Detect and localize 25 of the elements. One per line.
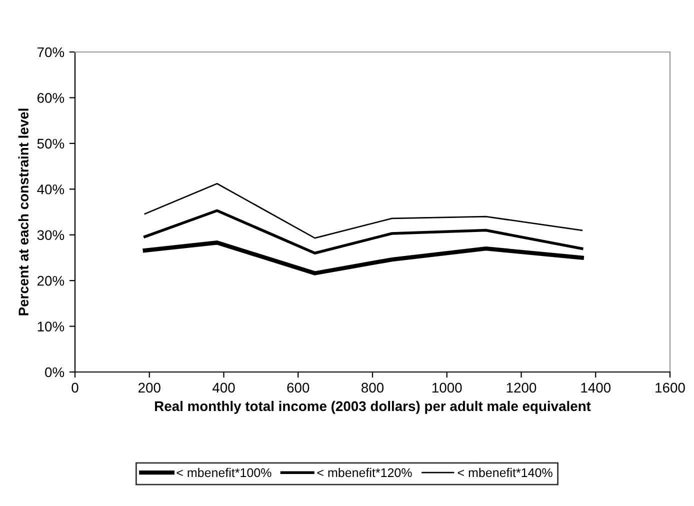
y-tick-label: 70% [38, 47, 64, 58]
y-tick-label: 40% [37, 184, 64, 194]
x-tick-label: 400 [212, 382, 235, 393]
legend-label: < mbenefit*140% [458, 468, 552, 478]
x-tick-label: 1400 [581, 382, 611, 393]
legend-label: < mbenefit*120% [317, 468, 412, 478]
line-series [144, 182, 583, 239]
x-tick-label: 0 [72, 382, 78, 393]
line-series [144, 209, 584, 255]
x-tick-label: 1000 [432, 382, 462, 393]
y-tick-label: 0% [45, 367, 64, 378]
x-tick-label: 800 [362, 382, 384, 393]
y-tick-label: 60% [37, 93, 64, 103]
y-tick-label: 30% [37, 230, 64, 240]
x-tick-label: 600 [287, 382, 310, 393]
x-tick-label: 1200 [506, 382, 536, 393]
y-tick-label: 10% [38, 322, 64, 332]
y-tick-label: 50% [37, 138, 64, 149]
line-series [142, 240, 584, 276]
y-tick-label: 20% [37, 276, 64, 286]
legend-label: < mbenefit*100% [176, 468, 272, 478]
x-tick-label: 1600 [656, 382, 685, 393]
x-tick-label: 200 [138, 382, 160, 393]
y-axis-title: Percent at each constraint level [18, 108, 28, 316]
x-axis-title: Real monthly total income (2003 dollars) per adult male equivalent [155, 400, 591, 414]
